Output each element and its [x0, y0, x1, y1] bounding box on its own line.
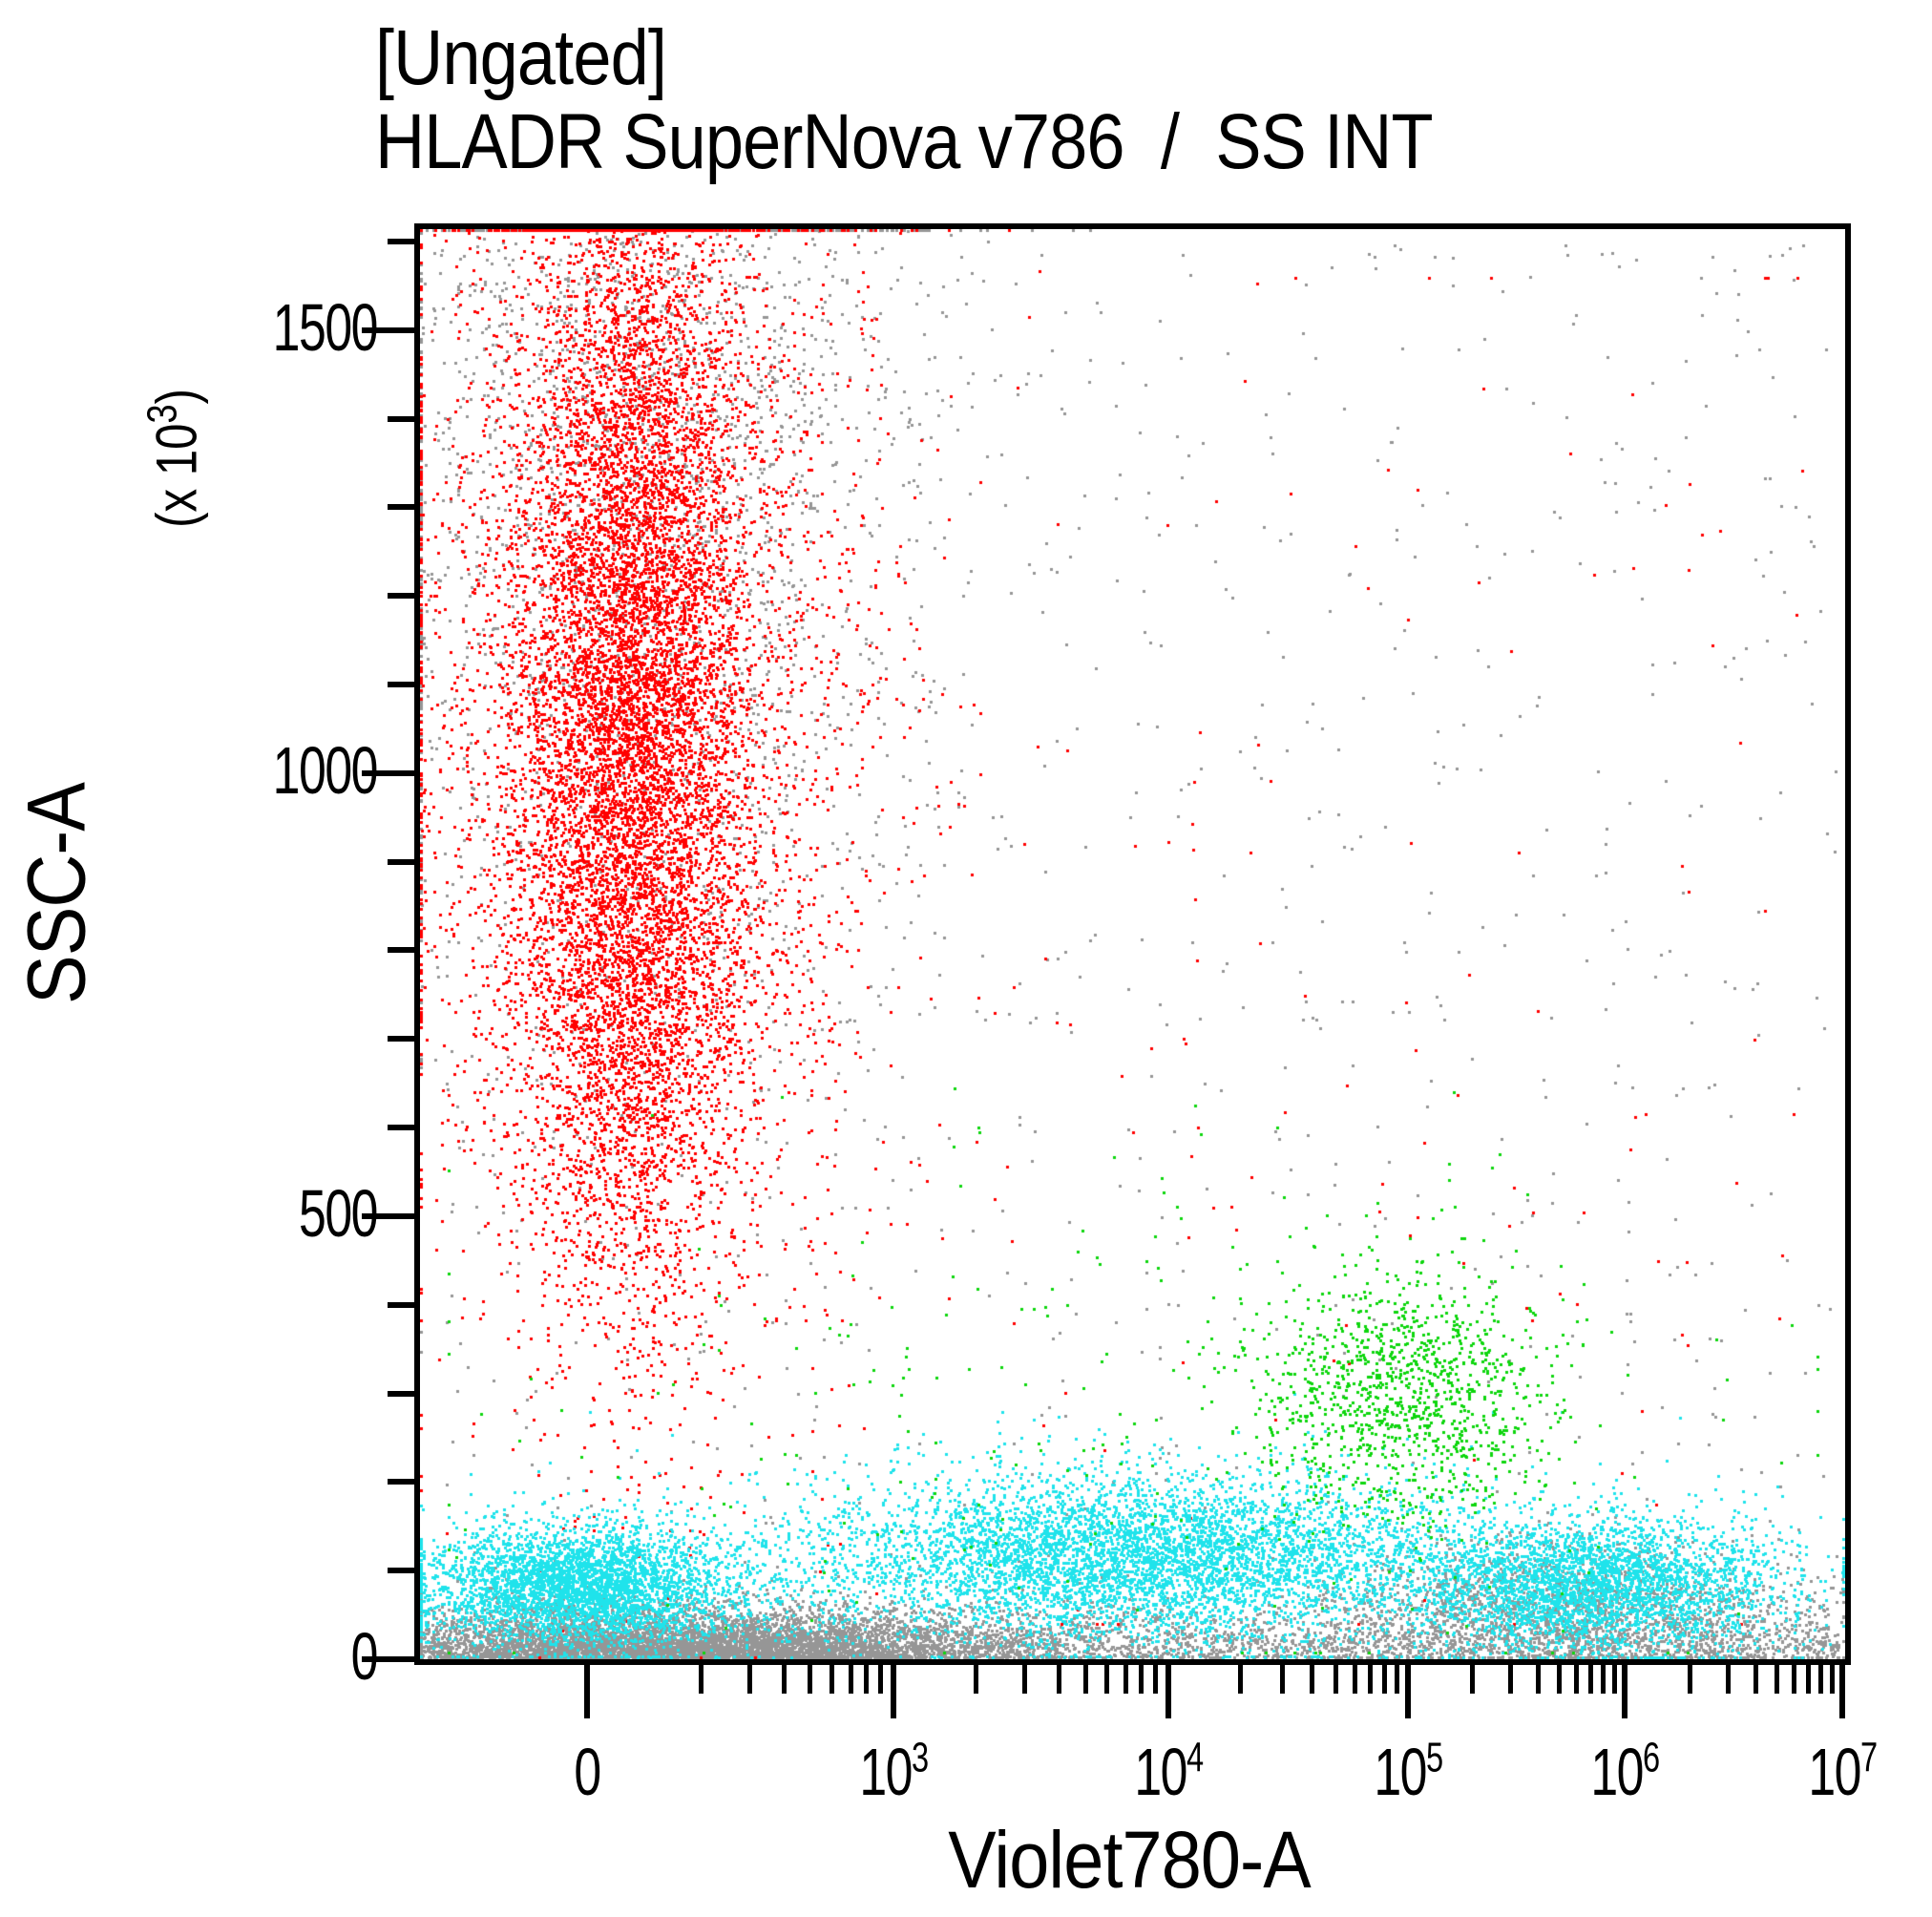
x-major-tick	[1839, 1665, 1845, 1718]
x-minor-tick	[864, 1665, 870, 1694]
x-axis-label: Violet780-A	[948, 1815, 1311, 1905]
x-minor-tick	[808, 1665, 813, 1694]
x-minor-tick	[1310, 1665, 1315, 1694]
y-minor-tick	[388, 1301, 414, 1308]
x-major-tick	[583, 1665, 590, 1718]
x-minor-tick	[1333, 1665, 1338, 1694]
x-minor-tick	[1587, 1665, 1593, 1694]
x-minor-tick	[1153, 1665, 1159, 1694]
y-minor-tick	[388, 858, 414, 865]
x-tick-label: 0	[574, 1735, 601, 1809]
x-minor-tick	[1611, 1665, 1617, 1694]
x-minor-tick	[698, 1665, 704, 1694]
x-minor-tick	[1237, 1665, 1243, 1694]
x-minor-tick	[1535, 1665, 1541, 1694]
x-minor-tick	[1556, 1665, 1562, 1694]
x-minor-tick	[1830, 1665, 1836, 1694]
x-minor-tick	[1753, 1665, 1758, 1694]
y-tick-label: 1000	[272, 732, 379, 808]
plot-title-parameters: HLADR SuperNova v786 / SS INT	[375, 98, 1434, 185]
x-minor-tick	[1139, 1665, 1144, 1694]
y-major-tick	[362, 1212, 414, 1219]
x-major-tick	[1165, 1665, 1171, 1718]
x-minor-tick	[781, 1665, 787, 1694]
x-minor-tick	[1381, 1665, 1387, 1694]
y-tick-label: 500	[299, 1175, 378, 1251]
y-unit-suffix: )	[144, 389, 209, 405]
y-unit-prefix: (x 10	[144, 423, 209, 528]
x-minor-tick	[1791, 1665, 1796, 1694]
x-minor-tick	[1573, 1665, 1579, 1694]
x-minor-tick	[1352, 1665, 1357, 1694]
x-minor-tick	[1470, 1665, 1476, 1694]
y-minor-tick	[388, 593, 414, 600]
x-minor-tick	[877, 1665, 883, 1694]
y-minor-tick	[388, 504, 414, 511]
x-minor-tick	[1056, 1665, 1061, 1694]
plot-frame	[414, 223, 1851, 1665]
x-minor-tick	[1601, 1665, 1606, 1694]
x-minor-tick	[746, 1665, 752, 1694]
x-minor-tick	[1818, 1665, 1824, 1694]
y-minor-tick	[388, 682, 414, 688]
x-tick-label: 105	[1373, 1734, 1443, 1809]
y-minor-tick	[388, 415, 414, 422]
x-minor-tick	[973, 1665, 978, 1694]
x-minor-tick	[1104, 1665, 1110, 1694]
y-axis-label: SSC-A	[10, 782, 103, 1005]
y-minor-tick	[388, 1568, 414, 1574]
y-unit-exponent: 3	[138, 404, 186, 424]
x-minor-tick	[1774, 1665, 1779, 1694]
x-minor-tick	[830, 1665, 835, 1694]
x-minor-tick	[1123, 1665, 1128, 1694]
y-minor-tick	[388, 238, 414, 244]
y-minor-tick	[388, 1390, 414, 1397]
x-tick-label: 106	[1589, 1734, 1660, 1809]
x-minor-tick	[1806, 1665, 1812, 1694]
x-major-tick	[1404, 1665, 1411, 1718]
y-tick-label: 1500	[272, 289, 379, 365]
x-tick-label: 107	[1808, 1734, 1878, 1809]
plot-title-gate: [Ungated]	[375, 14, 667, 101]
y-major-tick	[362, 769, 414, 776]
y-tick-label: 0	[350, 1618, 379, 1694]
x-minor-tick	[1394, 1665, 1399, 1694]
x-major-tick	[1621, 1665, 1628, 1718]
x-minor-tick	[1368, 1665, 1374, 1694]
x-minor-tick	[1082, 1665, 1088, 1694]
x-major-tick	[890, 1665, 896, 1718]
y-axis-unit-label: (x 103)	[139, 389, 210, 528]
x-tick-label: 104	[1134, 1734, 1204, 1809]
x-minor-tick	[848, 1665, 853, 1694]
x-minor-tick	[1687, 1665, 1692, 1694]
y-minor-tick	[388, 947, 414, 954]
y-minor-tick	[388, 1125, 414, 1131]
x-minor-tick	[1279, 1665, 1285, 1694]
scatter-plot-canvas[interactable]	[420, 229, 1845, 1659]
x-minor-tick	[1726, 1665, 1732, 1694]
y-major-tick	[362, 327, 414, 333]
x-tick-label: 103	[859, 1734, 929, 1809]
x-minor-tick	[1508, 1665, 1514, 1694]
y-minor-tick	[388, 1036, 414, 1043]
y-major-tick	[362, 1656, 414, 1662]
y-minor-tick	[388, 1479, 414, 1485]
x-minor-tick	[1021, 1665, 1027, 1694]
